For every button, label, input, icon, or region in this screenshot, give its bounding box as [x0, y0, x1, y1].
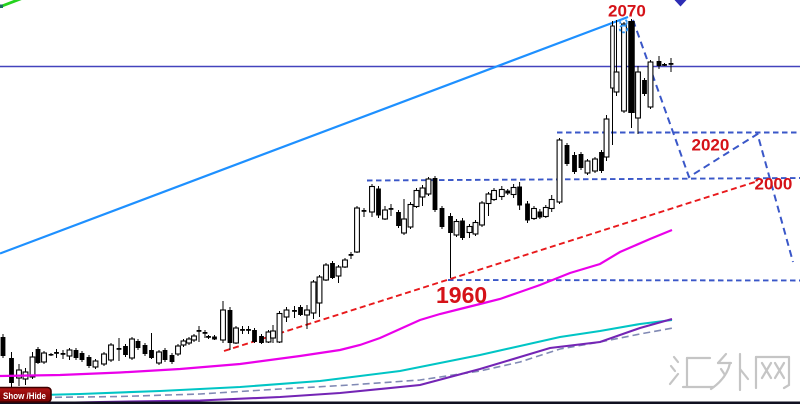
- svg-text:1960: 1960: [436, 282, 487, 308]
- svg-text:Show /Hide: Show /Hide: [3, 391, 46, 402]
- svg-text:2000: 2000: [755, 175, 793, 194]
- svg-text:2070: 2070: [608, 2, 646, 21]
- svg-text:2020: 2020: [692, 136, 730, 155]
